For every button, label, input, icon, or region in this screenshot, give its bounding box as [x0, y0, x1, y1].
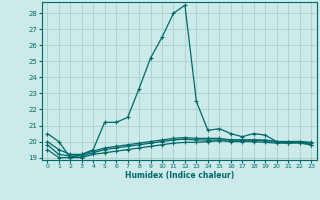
X-axis label: Humidex (Indice chaleur): Humidex (Indice chaleur): [124, 171, 234, 180]
